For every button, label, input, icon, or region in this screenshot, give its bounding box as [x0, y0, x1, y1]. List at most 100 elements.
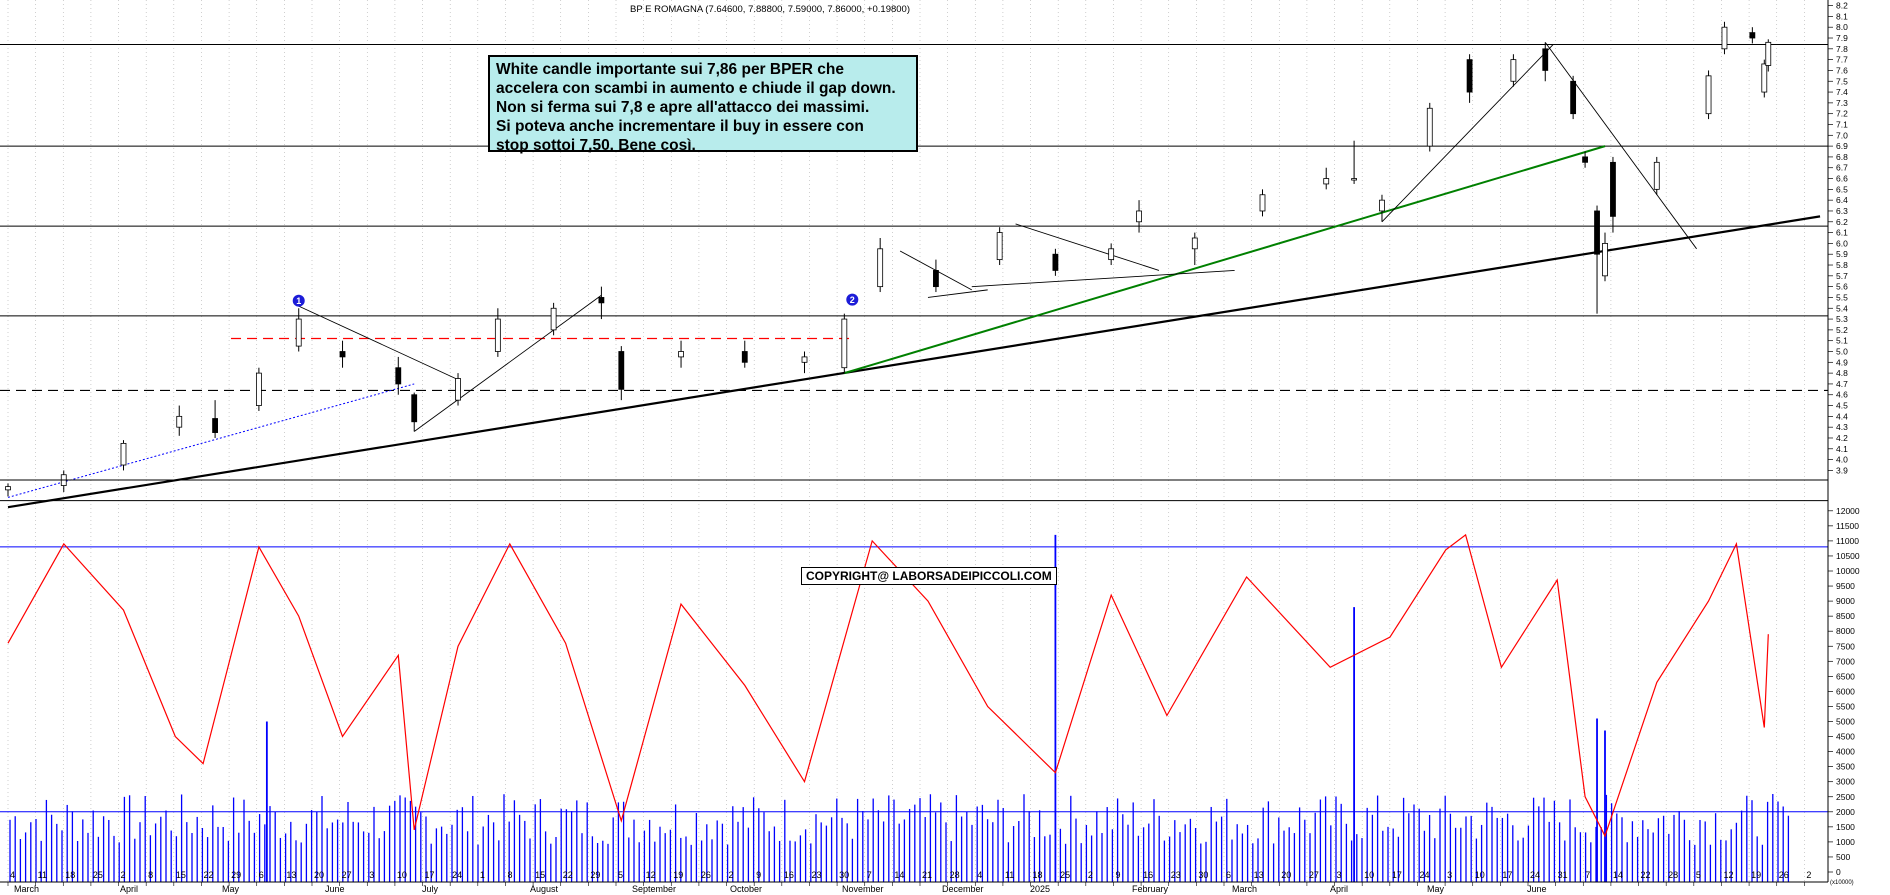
month-label: July [422, 884, 439, 894]
osc-y-tick-label: 1000 [1836, 837, 1855, 847]
month-label: December [942, 884, 984, 894]
candle-body [996, 232, 1003, 261]
pattern-line [298, 305, 459, 381]
x-tick-label: 22 [203, 870, 213, 880]
price-y-tick-label: 4.4 [1836, 411, 1848, 421]
candle-body [933, 270, 939, 288]
candle-body [411, 394, 418, 423]
candle-body [1052, 253, 1059, 271]
price-y-tick-label: 6.7 [1836, 163, 1848, 173]
x-tick-label: 26 [1779, 870, 1789, 880]
price-y-tick-label: 4.9 [1836, 357, 1848, 367]
price-y-tick-label: 5.9 [1836, 249, 1848, 259]
candle-body [1466, 59, 1473, 93]
price-y-tick-label: 7.3 [1836, 98, 1848, 108]
x-tick-label: 3 [369, 870, 374, 880]
month-label: February [1132, 884, 1169, 894]
month-label: April [120, 884, 138, 894]
price-y-tick-label: 5.7 [1836, 271, 1848, 281]
x-tick-label: 14 [1613, 870, 1623, 880]
osc-y-tick-label: 11000 [1836, 536, 1859, 546]
wave-marker [846, 293, 859, 306]
candle-body [1542, 48, 1549, 71]
month-label: 2025 [1030, 884, 1050, 894]
candle-body [1191, 237, 1198, 250]
candle-body [212, 418, 218, 433]
price-y-tick-label: 7.1 [1836, 119, 1848, 129]
month-label: September [632, 884, 676, 894]
x-tick-label: 26 [701, 870, 711, 880]
osc-y-tick-label: 6000 [1836, 686, 1855, 696]
x-tick-label: 28 [950, 870, 960, 880]
indicator-line [7, 533, 1769, 838]
pattern-line [413, 294, 602, 432]
x-tick-label: 23 [811, 870, 821, 880]
copyright-label: COPYRIGHT@ LABORSADEIPICCOLI.COM [801, 567, 1057, 585]
month-label: March [1232, 884, 1257, 894]
osc-y-tick-label: 0 [1836, 867, 1841, 877]
price-y-tick-label: 7.2 [1836, 109, 1848, 119]
candle-body [841, 318, 848, 369]
candle-body [339, 351, 346, 358]
x-tick-label: 13 [286, 870, 296, 880]
candle-body [1765, 41, 1772, 66]
month-label: October [730, 884, 762, 894]
pattern-line [1015, 223, 1160, 271]
osc-y-tick-label: 12000 [1836, 506, 1860, 516]
candle-body [1594, 210, 1600, 255]
x-tick-label: 22 [563, 870, 573, 880]
osc-y-tick-label: 3500 [1836, 762, 1855, 772]
price-y-tick-label: 8.2 [1836, 1, 1848, 11]
price-candles [5, 21, 1772, 497]
price-y-tick-label: 8.0 [1836, 22, 1848, 32]
x-tick-label: 9 [756, 870, 761, 880]
x-tick-label: 14 [894, 870, 904, 880]
candle-body [598, 297, 605, 304]
osc-y-tick-label: 10000 [1836, 566, 1860, 576]
candle-body [1510, 59, 1517, 82]
x-tick-label: 7 [1585, 870, 1590, 880]
price-y-tick-label: 4.7 [1836, 379, 1848, 389]
osc-y-tick-label: 9000 [1836, 596, 1855, 606]
candle-body [1379, 199, 1385, 212]
candle-body [1108, 248, 1115, 261]
x-tick-label: 13 [1254, 870, 1264, 880]
price-y-tick-label: 4.1 [1836, 444, 1848, 454]
candle-body [1610, 161, 1616, 217]
candle-body [1259, 194, 1266, 212]
candle-body [877, 248, 884, 288]
chart-title: BP E ROMAGNA (7.64600, 7.88800, 7.59000,… [630, 4, 910, 15]
price-y-tick-label: 6.9 [1836, 141, 1848, 151]
osc-y-tick-label: 500 [1836, 852, 1850, 862]
x-tick-label: 15 [535, 870, 545, 880]
month-label: June [1527, 884, 1547, 894]
price-y-tick-label: 6.2 [1836, 217, 1848, 227]
osc-y-tick-label: 11500 [1836, 521, 1859, 531]
price-y-tick-label: 7.9 [1836, 33, 1848, 43]
osc-y-tick-label: 9500 [1836, 581, 1855, 591]
pattern-line [1544, 42, 1697, 250]
osc-y-tick-label: 1500 [1836, 822, 1855, 832]
candle-body [395, 367, 402, 385]
osc-y-tick-label: 5500 [1836, 701, 1855, 711]
osc-y-tick-label: 8000 [1836, 626, 1855, 636]
x-tick-label: 23 [1171, 870, 1181, 880]
x-tick-label: 24 [1530, 870, 1540, 880]
candle-body [1653, 161, 1660, 190]
month-label: May [222, 884, 240, 894]
x-tick-label: 20 [314, 870, 324, 880]
price-y-tick-label: 6.6 [1836, 174, 1848, 184]
candle-body [1761, 63, 1768, 93]
x-tick-label: 24 [452, 870, 462, 880]
month-label: November [842, 884, 884, 894]
x-tick-label: 25 [1060, 870, 1070, 880]
wave-marker [292, 294, 305, 307]
price-y-tick-label: 4.2 [1836, 433, 1848, 443]
annotation-line: stop sottoi 7,50. Bene così. [496, 137, 696, 154]
candle-body [1749, 32, 1756, 39]
x-tick-label: 27 [1309, 870, 1319, 880]
volume-bars [0, 534, 1828, 882]
candle-body [494, 318, 501, 352]
osc-y-tick-label: 7000 [1836, 656, 1855, 666]
